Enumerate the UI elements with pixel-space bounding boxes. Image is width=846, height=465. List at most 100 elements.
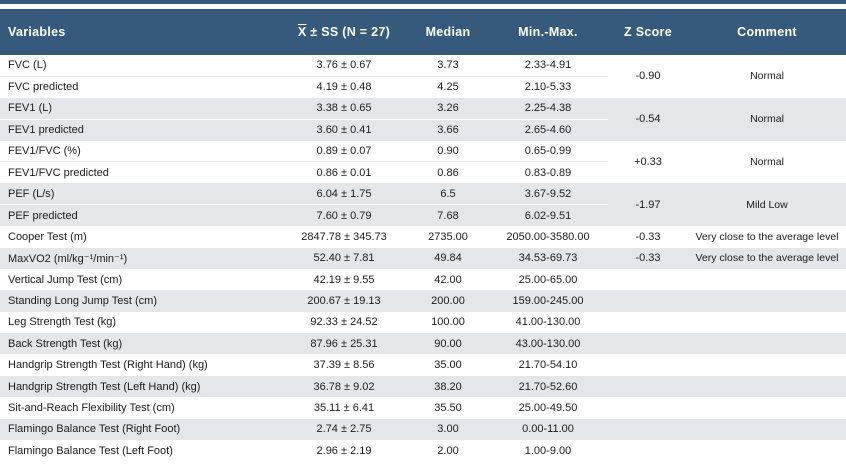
- cell-min-max: 25.00-65.00: [488, 268, 608, 291]
- cell-comment: Normal: [688, 55, 846, 98]
- cell-z-score: -1.97: [608, 183, 688, 227]
- column-header-comment: Comment: [688, 9, 846, 55]
- cell-mean-ss: 92.33 ± 24.52: [280, 311, 408, 334]
- cell-comment: [688, 440, 846, 462]
- cell-median: 2735.00: [408, 226, 488, 248]
- cell-mean-ss: 2.74 ± 2.75: [280, 418, 408, 441]
- cell-comment: [688, 268, 846, 291]
- cell-z-score: [608, 311, 688, 334]
- cell-variable: MaxVO2 (ml/kg⁻¹/min⁻¹): [0, 247, 280, 269]
- cell-mean-ss: 52.40 ± 7.81: [280, 247, 408, 269]
- cell-comment: Normal: [688, 140, 846, 184]
- cell-median: 35.00: [408, 354, 488, 376]
- cell-min-max: 0.65-0.99: [488, 140, 608, 163]
- cell-median: 3.66: [408, 119, 488, 141]
- cell-mean-ss: 200.67 ± 19.13: [280, 290, 408, 312]
- cell-variable: FEV1 predicted: [0, 119, 280, 141]
- cell-min-max: 3.67-9.52: [488, 183, 608, 206]
- table-row: PEF predicted 7.60 ± 0.79 7.68 6.02-9.51: [0, 204, 846, 227]
- cell-mean-ss: 3.60 ± 0.41: [280, 119, 408, 141]
- cell-mean-ss: 35.11 ± 6.41: [280, 397, 408, 419]
- table-row: FEV1 predicted 3.60 ± 0.41 3.66 2.65-4.60: [0, 119, 846, 141]
- results-table: Variables X ± SS (N = 27) Median Min.-Ma…: [0, 9, 846, 462]
- cell-variable: FEV1/FVC predicted: [0, 161, 280, 184]
- cell-median: 0.90: [408, 140, 488, 163]
- cell-median: 42.00: [408, 268, 488, 291]
- cell-mean-ss: 3.76 ± 0.67: [280, 55, 408, 77]
- cell-min-max: 0.83-0.89: [488, 161, 608, 184]
- cell-z-score: -0.90: [608, 55, 688, 98]
- cell-comment: Very close to the average level: [688, 226, 846, 248]
- cell-median: 4.25: [408, 76, 488, 98]
- cell-comment: [688, 418, 846, 441]
- cell-mean-ss: 87.96 ± 25.31: [280, 333, 408, 355]
- table-row: Flamingo Balance Test (Right Foot) 2.74 ±…: [0, 418, 846, 441]
- cell-z-score: -0.33: [608, 226, 688, 248]
- cell-median: 200.00: [408, 290, 488, 312]
- table-row: FEV1/FVC (%) 0.89 ± 0.07 0.90 0.65-0.99 +0.3…: [0, 140, 846, 184]
- cell-z-score: [608, 290, 688, 312]
- table-top-rule: [0, 0, 846, 4]
- cell-z-score: [608, 397, 688, 419]
- table-row: MaxVO2 (ml/kg⁻¹/min⁻¹) 52.40 ± 7.81 49.84 3…: [0, 247, 846, 269]
- cell-min-max: 159.00-245.00: [488, 290, 608, 312]
- cell-mean-ss: 6.04 ± 1.75: [280, 183, 408, 206]
- cell-median: 35.50: [408, 397, 488, 419]
- mean-ss-label: ± SS (N = 27): [306, 25, 391, 39]
- cell-variable: Leg Strength Test (kg): [0, 311, 280, 334]
- cell-z-score: [608, 418, 688, 441]
- header-row: Variables X ± SS (N = 27) Median Min.-Ma…: [0, 9, 846, 55]
- cell-variable: Flamingo Balance Test (Right Foot): [0, 418, 280, 441]
- table-row: Handgrip Strength Test (Right Hand) (kg)…: [0, 354, 846, 376]
- cell-variable: Handgrip Strength Test (Right Hand) (kg): [0, 354, 280, 376]
- cell-comment: Mild Low: [688, 183, 846, 227]
- cell-min-max: 2.65-4.60: [488, 119, 608, 141]
- cell-comment: [688, 290, 846, 312]
- cell-z-score: -0.33: [608, 247, 688, 269]
- table-row: Standing Long Jump Test (cm) 200.67 ± 19.…: [0, 290, 846, 312]
- cell-min-max: 1.00-9.00: [488, 440, 608, 462]
- cell-z-score: +0.33: [608, 140, 688, 184]
- cell-median: 0.86: [408, 161, 488, 184]
- cell-z-score: [608, 333, 688, 355]
- table-body: FVC (L) 3.76 ± 0.67 3.73 2.33-4.91 -0.90 Norm…: [0, 55, 846, 462]
- cell-mean-ss: 2847.78 ± 345.73: [280, 226, 408, 248]
- cell-median: 49.84: [408, 247, 488, 269]
- column-header-min-max: Min.-Max.: [488, 9, 608, 55]
- cell-min-max: 41.00-130.00: [488, 311, 608, 334]
- cell-z-score: [608, 375, 688, 398]
- cell-variable: Handgrip Strength Test (Left Hand) (kg): [0, 375, 280, 398]
- cell-variable: Sit-and-Reach Flexibility Test (cm): [0, 397, 280, 419]
- cell-mean-ss: 7.60 ± 0.79: [280, 204, 408, 227]
- cell-variable: FEV1 (L): [0, 97, 280, 120]
- cell-median: 90.00: [408, 333, 488, 355]
- cell-comment: Very close to the average level: [688, 247, 846, 269]
- table-row: FEV1/FVC predicted 0.86 ± 0.01 0.86 0.83-0.…: [0, 161, 846, 184]
- cell-min-max: 25.00-49.50: [488, 397, 608, 419]
- cell-median: 38.20: [408, 375, 488, 398]
- cell-comment: Normal: [688, 97, 846, 141]
- table-row: Back Strength Test (kg) 87.96 ± 25.31 90.0…: [0, 333, 846, 355]
- cell-variable: Cooper Test (m): [0, 226, 280, 248]
- table-row: Cooper Test (m) 2847.78 ± 345.73 2735.00 20…: [0, 226, 846, 248]
- cell-variable: Back Strength Test (kg): [0, 333, 280, 355]
- column-header-variables: Variables: [0, 9, 280, 55]
- cell-min-max: 0.00-11.00: [488, 418, 608, 441]
- cell-z-score: -0.54: [608, 97, 688, 141]
- cell-variable: FEV1/FVC (%): [0, 140, 280, 163]
- cell-variable: Flamingo Balance Test (Left Foot): [0, 440, 280, 462]
- cell-min-max: 34.53-69.73: [488, 247, 608, 269]
- table-row: PEF (L/s) 6.04 ± 1.75 6.5 3.67-9.52 -1.97 Mil…: [0, 183, 846, 227]
- cell-comment: [688, 354, 846, 376]
- cell-mean-ss: 4.19 ± 0.48: [280, 76, 408, 98]
- cell-variable: PEF predicted: [0, 204, 280, 227]
- cell-variable: FVC predicted: [0, 76, 280, 98]
- cell-min-max: 21.70-52.60: [488, 375, 608, 398]
- cell-mean-ss: 0.89 ± 0.07: [280, 140, 408, 163]
- cell-comment: [688, 333, 846, 355]
- cell-median: 100.00: [408, 311, 488, 334]
- cell-variable: Vertical Jump Test (cm): [0, 268, 280, 291]
- cell-mean-ss: 42.19 ± 9.55: [280, 268, 408, 291]
- cell-median: 6.5: [408, 183, 488, 206]
- cell-mean-ss: 36.78 ± 9.02: [280, 375, 408, 398]
